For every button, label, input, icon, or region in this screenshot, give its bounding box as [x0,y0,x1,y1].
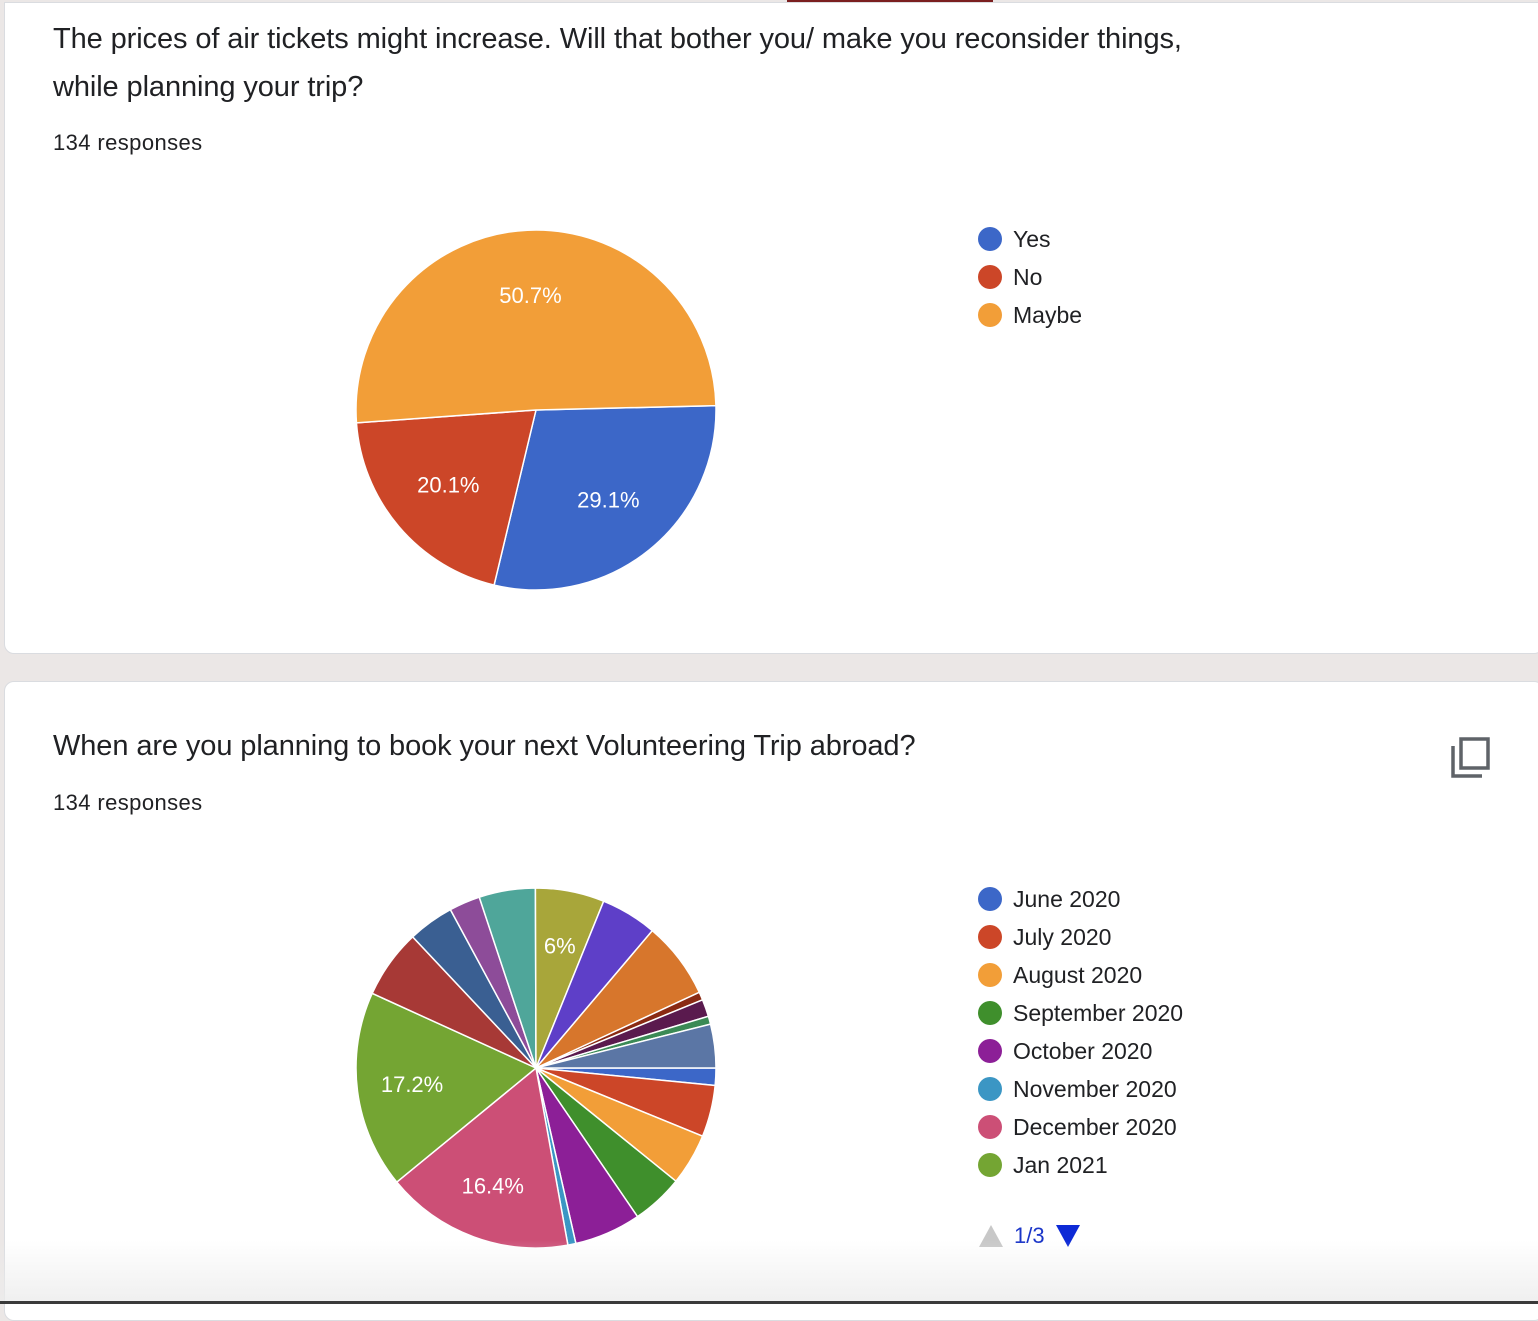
legend-label: August 2020 [1013,961,1143,988]
legend-swatch [978,1001,1002,1025]
legend-label: September 2020 [1013,999,1184,1026]
legend-swatch [978,925,1002,949]
legend-label: No [1013,263,1043,290]
copy-icon[interactable] [1448,736,1492,780]
legend-swatch [978,265,1002,289]
legend-pager: 1/3 [979,1223,1080,1249]
response-count: 134 responses [53,130,203,155]
legend-label: June 2020 [1013,885,1121,912]
legend-item: November 2020 [978,1070,1183,1108]
slice-label: 20.1% [417,472,479,497]
previous-page-arrow-icon[interactable] [979,1225,1003,1247]
legend-swatch [978,1115,1002,1139]
slice-label: 16.4% [462,1173,524,1198]
question-card-air-tickets: The prices of air tickets might increase… [4,2,1538,654]
legend-item: September 2020 [978,994,1183,1032]
legend-swatch [978,1153,1002,1177]
legend-swatch [978,1039,1002,1063]
slice-label: 6% [544,933,576,958]
next-page-arrow-icon[interactable] [1055,1225,1080,1247]
slice-label: 17.2% [381,1072,443,1097]
legend-item: June 2020 [978,880,1183,918]
legend-swatch [978,303,1002,327]
legend-item: August 2020 [978,956,1183,994]
legend-item: October 2020 [978,1032,1183,1070]
legend-label: October 2020 [1013,1037,1153,1064]
legend-label: Jan 2021 [1013,1151,1108,1178]
legend-swatch [978,1077,1002,1101]
bottom-border [0,1301,1538,1304]
legend-item: July 2020 [978,918,1183,956]
top-strip [0,0,1538,3]
legend-item: Yes [978,220,1082,258]
question-title-line-1: The prices of air tickets might increase… [53,23,1182,55]
pie-slice [355,992,538,1184]
legend-swatch [978,227,1002,251]
chart-legend: Yes No Maybe [978,220,1082,334]
question-card-booking-time: When are you planning to book your next … [4,681,1538,1321]
chart-legend: June 2020 July 2020 August 2020 September 2… [978,880,1183,1184]
legend-label: December 2020 [1013,1113,1177,1140]
legend-item: Maybe [978,296,1082,334]
legend-swatch [978,887,1002,911]
slice-label: 29.1% [577,487,639,512]
legend-label: July 2020 [1013,923,1112,950]
legend-swatch [978,963,1002,987]
pie-slice [355,409,537,586]
question-title: The prices of air tickets might increase… [53,15,1182,111]
page-indicator: 1/3 [1014,1223,1045,1248]
legend-label: November 2020 [1013,1075,1177,1102]
pie-chart: 16.4% 17.2% 6% [355,887,717,1249]
legend-item: No [978,258,1082,296]
top-accent-bar [787,0,993,3]
pie-slice [535,1023,717,1069]
legend-label: Maybe [1013,301,1083,328]
pie-slice [355,229,717,424]
question-title-line-2: while planning your trip? [53,71,364,103]
legend-label: Yes [1013,225,1051,252]
pie-chart: 29.1% 20.1% 50.7% [355,229,717,591]
response-count: 134 responses [53,790,203,815]
slice-label: 50.7% [499,283,561,308]
question-title: When are you planning to book your next … [53,730,916,762]
legend-item: December 2020 [978,1108,1183,1146]
legend-item: Jan 2021 [978,1146,1183,1184]
pie-slice [493,404,717,591]
